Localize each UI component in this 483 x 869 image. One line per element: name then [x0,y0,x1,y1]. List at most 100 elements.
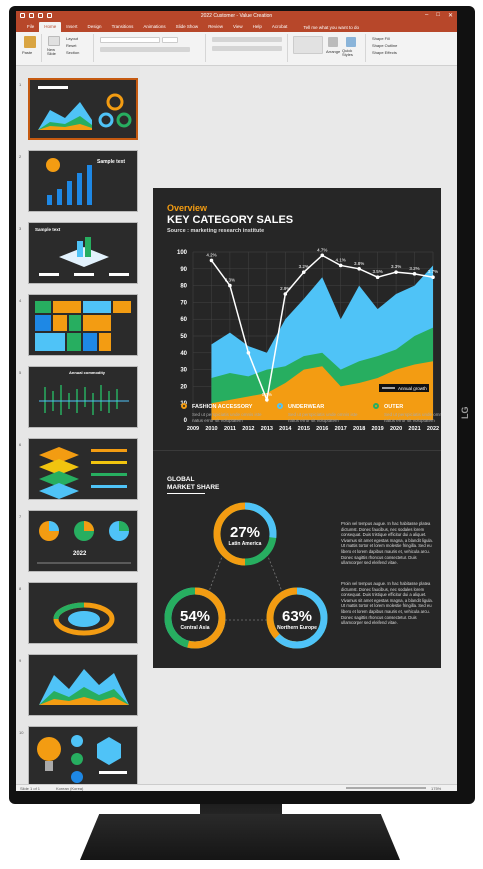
font-name-field[interactable] [100,37,160,43]
x-tick-label: 2013 [261,426,273,432]
donut-value-arc [213,502,277,566]
current-slide[interactable]: Overview KEY CATEGORY SALES Source : mar… [153,188,441,668]
tab-home[interactable]: Home [39,22,62,32]
redo-icon[interactable] [38,13,43,18]
quick-styles-button[interactable]: Quick Styles [342,48,353,57]
lg-logo: LG [460,406,470,420]
close-icon[interactable]: ✕ [447,13,453,19]
thumbnail-slide-9[interactable] [28,654,138,716]
legend-dot-outer [373,403,379,409]
donut-value-arc [164,587,226,649]
thumbnail-slide-4[interactable] [28,294,138,356]
growth-point [375,275,380,279]
tab-slide-show[interactable]: Slide Show [175,24,199,29]
thumb-6-preview [39,447,127,499]
thumb-number: 3 [19,226,22,231]
font-group [96,34,206,62]
slide-thumbnails-pane[interactable]: 1 2 [16,66,140,788]
growth-point [338,263,343,268]
tell-me-search[interactable]: Tell me what you want to do [303,25,359,30]
legend-desc: Sed ut perspiciatis unde omnis iste natu… [288,412,358,423]
legend-label: OUTER [384,404,404,410]
arrange-button[interactable]: Arrange [326,49,341,54]
body-paragraph-2: Proin vel tempus augue. In hac habitasse… [341,581,433,626]
x-tick-label: 2009 [187,426,199,432]
donut-value-arc [266,587,328,649]
ribbon-home: Paste New Slide Layout Reset Section [16,32,457,66]
data-label: 4.7% [317,247,327,252]
section-button[interactable]: Section [66,50,80,55]
connector-line [266,553,284,595]
save-icon[interactable] [20,13,25,18]
thumb-5-text: Annual commodity [69,370,106,375]
paste-button[interactable]: Paste [22,50,33,55]
thumbnail-slide-7[interactable]: 2022 [28,510,138,572]
data-label: 3.2% [409,266,419,271]
layout-button[interactable]: Layout [66,36,79,41]
zoom-level[interactable]: 175% [431,786,442,791]
growth-point [412,272,417,276]
data-label: 4.2% [206,252,216,257]
donut-charts: 27%Latin America 54%Central Asia 63%Northe… [164,502,328,649]
section-divider [153,450,441,451]
thumb-number: 2 [19,154,22,159]
undo-icon[interactable] [29,13,34,18]
ribbon-tabs: File Home Insert Design Transitions Anim… [16,22,457,32]
y-tick-label: 100 [177,250,188,256]
thumb-number: 6 [19,442,22,447]
shape-effects-button[interactable]: Shape Effects [372,50,397,55]
connector-line [207,553,224,595]
list-buttons[interactable] [212,37,282,42]
thumbnail-slide-2[interactable]: Sample text [28,150,138,212]
legend-label: FASHION ACCESSORY [192,404,253,410]
growth-point [228,283,232,288]
thumbnail-slide-1[interactable] [28,78,138,140]
donut-value: 27% [230,524,260,541]
data-label: 4.1% [336,257,346,262]
language-indicator[interactable]: Korean (Korea) [56,786,84,791]
donut-label: Central Asia [181,625,210,631]
tab-review[interactable]: Review [208,24,223,29]
thumb-3-text: Sample text [35,227,61,232]
x-tick-label: 2021 [408,426,420,432]
font-size-field[interactable] [162,37,178,43]
shape-outline-button[interactable]: Shape Outline [372,43,398,48]
thumbnail-slide-3[interactable]: Sample text [28,222,138,284]
title-bar: 2022 Customer - Value Creation – □ ✕ [16,11,457,22]
y-tick-label: 90 [180,267,187,273]
x-tick-label: 2019 [371,426,383,432]
shapes-gallery[interactable] [293,36,323,54]
tab-design[interactable]: Design [87,24,102,29]
thumb-number: 7 [19,514,22,519]
reset-button[interactable]: Reset [66,43,77,48]
shape-fill-button[interactable]: Shape Fill [372,36,390,41]
zoom-slider[interactable] [346,787,426,789]
legend-desc: Sed ut perspiciatis unde omnis iste natu… [384,412,441,423]
tab-insert[interactable]: Insert [66,24,78,29]
growth-point [431,275,435,279]
font-format-buttons[interactable] [100,47,190,52]
tab-help[interactable]: Help [252,24,262,29]
thumbnail-slide-8[interactable] [28,582,138,644]
growth-point [357,267,361,271]
thumbnail-slide-6[interactable] [28,438,138,500]
present-icon[interactable] [47,13,52,18]
slide-editing-area[interactable]: Overview KEY CATEGORY SALES Source : mar… [140,66,457,784]
growth-point [320,253,325,258]
tab-file[interactable]: File [27,24,35,29]
tab-acrobat[interactable]: Acrobat [271,24,288,29]
minimize-icon[interactable]: – [425,12,429,18]
thumbnail-slide-5[interactable]: Annual commodity [28,366,138,428]
arrange-icon [328,37,338,47]
tab-view[interactable]: View [232,24,243,29]
thumb-number: 1 [19,82,22,87]
y-tick-label: 30 [180,368,187,374]
maximize-icon[interactable]: □ [436,12,440,18]
tab-animations[interactable]: Animations [143,24,166,29]
new-slide-button[interactable]: New Slide [47,47,56,56]
screen: 2022 Customer - Value Creation – □ ✕ Fil… [16,11,457,791]
align-buttons[interactable] [212,46,282,51]
thumbnail-slide-10[interactable] [28,726,138,788]
tab-transitions[interactable]: Transitions [111,24,134,29]
